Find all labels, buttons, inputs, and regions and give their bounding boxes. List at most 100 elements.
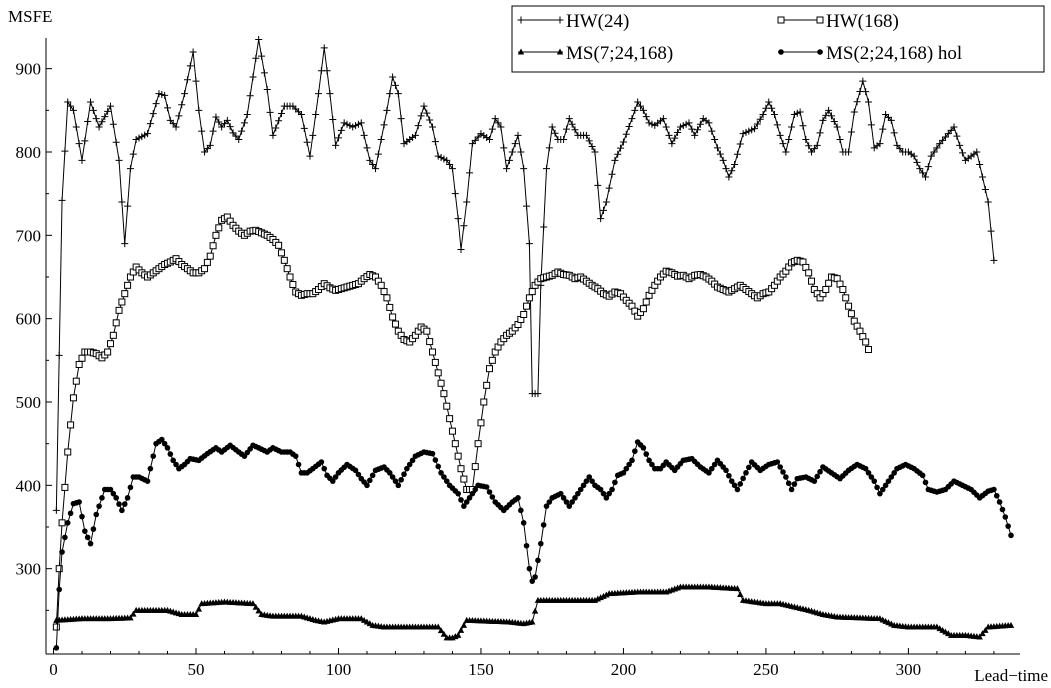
data-point-dot <box>107 486 114 493</box>
data-point-plus <box>810 145 818 153</box>
data-point-triangle <box>460 621 468 628</box>
data-point-triangle <box>127 614 134 621</box>
data-point-plus <box>443 156 451 164</box>
data-point-plus <box>189 48 197 56</box>
data-point-plus <box>919 169 927 177</box>
data-point-square <box>386 303 394 311</box>
data-point-square <box>280 256 288 264</box>
data-point-dot <box>87 540 94 547</box>
data-point-plus <box>84 117 92 125</box>
data-point-dot <box>170 457 176 464</box>
data-point-dot <box>124 495 131 501</box>
data-point-plus <box>369 161 377 168</box>
data-point-dot <box>575 490 581 497</box>
data-point-plus <box>417 112 425 120</box>
data-point-dot <box>569 499 575 505</box>
data-point-plus <box>218 123 226 131</box>
data-point-plus <box>64 98 72 106</box>
data-point-square <box>839 286 847 293</box>
data-point-dot <box>369 472 376 479</box>
x-tick-label: 150 <box>468 660 494 679</box>
data-point-triangle <box>976 633 983 640</box>
data-point-plus <box>879 125 887 133</box>
data-point-dot <box>329 478 336 484</box>
data-point-plus <box>514 131 522 139</box>
data-point-plus <box>716 150 724 158</box>
data-point-triangle <box>252 603 260 610</box>
data-point-plus <box>169 120 177 128</box>
data-point-plus <box>713 144 721 152</box>
data-point-plus <box>599 206 607 214</box>
data-point-dot <box>1005 523 1011 529</box>
data-point-plus <box>534 390 542 398</box>
data-point-plus <box>850 108 858 116</box>
data-point-dot <box>731 482 738 489</box>
data-point-plus <box>474 133 482 141</box>
data-point-dot <box>879 486 886 493</box>
data-point-plus <box>793 109 801 117</box>
x-tick-label: 250 <box>753 660 779 679</box>
data-point-square <box>215 224 223 232</box>
data-point-dot <box>158 436 165 443</box>
data-point-plus <box>799 122 807 130</box>
data-point-plus <box>135 134 143 142</box>
data-point-plus <box>87 98 95 106</box>
data-point-plus <box>232 132 240 140</box>
data-point-plus <box>272 124 280 132</box>
data-point-dot <box>79 513 85 520</box>
data-point-plus <box>884 113 892 121</box>
data-point-plus <box>497 123 505 131</box>
data-point-plus <box>146 120 154 128</box>
data-point-plus <box>719 156 727 164</box>
data-point-plus <box>240 119 248 127</box>
data-point-square <box>283 265 291 273</box>
data-point-square <box>109 331 117 339</box>
data-point-square <box>380 288 388 296</box>
data-point-plus <box>391 81 399 89</box>
data-point-plus <box>315 90 323 98</box>
data-point-square <box>471 463 479 471</box>
data-point-plus <box>731 161 739 168</box>
data-point-dot <box>455 490 461 497</box>
data-point-plus <box>551 129 559 137</box>
data-point-plus <box>634 98 642 106</box>
data-point-triangle <box>440 630 448 637</box>
data-point-plus <box>542 165 550 173</box>
data-point-dot <box>991 486 997 493</box>
data-point-dot <box>600 490 607 497</box>
data-point-square <box>206 252 214 260</box>
data-point-plus <box>181 90 189 98</box>
data-point-dot <box>389 474 396 480</box>
data-point-plus <box>468 140 476 148</box>
data-point-dot <box>62 534 68 541</box>
data-point-triangle <box>979 630 986 637</box>
data-point-dot <box>1002 514 1009 520</box>
y-tick-label: 700 <box>16 226 42 245</box>
data-point-square <box>825 279 833 287</box>
data-point-plus <box>457 246 465 253</box>
data-point-plus <box>913 158 921 166</box>
data-point-plus <box>785 136 793 143</box>
data-point-plus <box>340 119 348 127</box>
data-point-dot <box>877 490 883 497</box>
data-point-plus <box>733 150 741 158</box>
data-point-square <box>847 310 855 318</box>
data-point-plus <box>466 169 474 177</box>
x-tick-group: 0 50 100 150 200 250 300 <box>49 648 995 679</box>
data-point-square <box>457 465 465 473</box>
series-ms-2-24-168-hol <box>53 436 1014 651</box>
data-point-plus <box>124 202 132 210</box>
data-point-plus <box>642 113 650 121</box>
data-point-dot <box>603 495 610 501</box>
data-point-dot <box>708 465 715 472</box>
data-point-plus <box>451 190 459 198</box>
data-point-plus <box>691 131 699 139</box>
data-point-dot <box>429 450 436 457</box>
data-point-square <box>209 242 217 250</box>
data-point-plus <box>808 148 816 156</box>
data-point-plus <box>560 136 568 143</box>
data-point-triangle <box>195 605 203 612</box>
data-point-dot <box>785 480 792 487</box>
data-point-plus <box>183 76 191 84</box>
data-point-plus <box>260 69 268 77</box>
